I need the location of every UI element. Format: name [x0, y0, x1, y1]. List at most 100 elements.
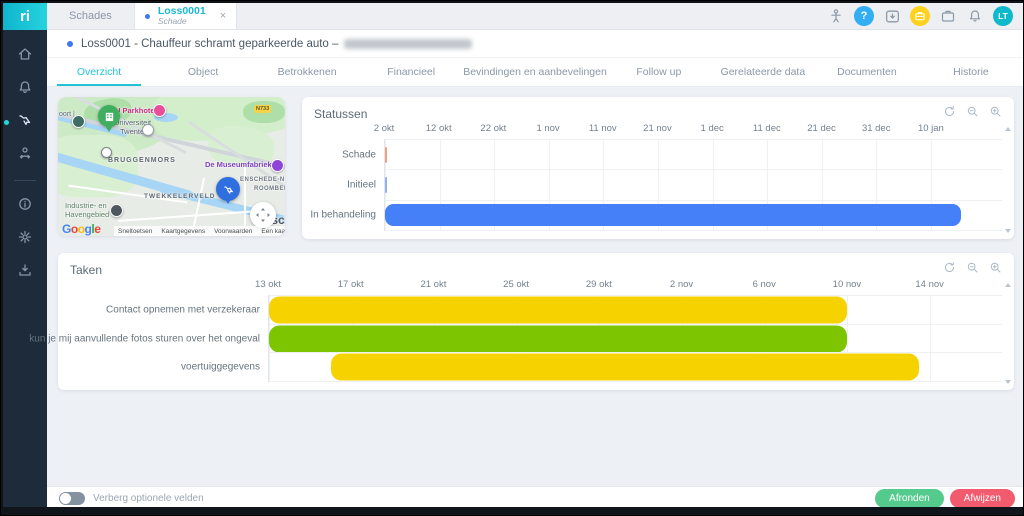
import-tray-icon: [17, 262, 33, 283]
accessibility-person-icon[interactable]: [827, 7, 845, 25]
gantt-bar[interactable]: [269, 296, 847, 323]
help-button[interactable]: ?: [854, 6, 874, 26]
axis-tick-label: 12 okt: [426, 123, 452, 134]
scroll-up-icon[interactable]: [1005, 127, 1011, 131]
axis-tick-label: 21 okt: [420, 279, 446, 290]
axis-tick-label: 21 dec: [807, 123, 836, 134]
gantt-row-label: Contact opnemen met verzekeraar: [106, 304, 269, 315]
toggle-knob: [60, 493, 71, 504]
map-attribution: Sneltoetsen Kaartgegevens Voorwaarden Ee…: [114, 226, 285, 236]
sidebar-item-info[interactable]: [15, 196, 35, 216]
hide-optional-fields-toggle[interactable]: [59, 492, 85, 505]
gantt-bar[interactable]: [331, 354, 919, 381]
sidebar-item-home[interactable]: [15, 46, 35, 66]
sidebar-item-import[interactable]: [15, 262, 35, 282]
action-footer: Verberg optionele velden Afronden Afwijz…: [47, 486, 1023, 509]
brand-logo[interactable]: ri: [3, 3, 47, 30]
sidebar-item-notifications[interactable]: [15, 79, 35, 99]
google-logo-letter: o: [71, 222, 78, 236]
zoom-in-icon[interactable]: [989, 105, 1002, 123]
axis-tick-label: 11 nov: [589, 123, 617, 134]
tasks-button[interactable]: [910, 6, 930, 26]
poi-industry[interactable]: [110, 204, 123, 217]
map-link-sneltoetsen[interactable]: Sneltoetsen: [118, 228, 152, 235]
axis-tick-label: 1 nov: [536, 123, 559, 134]
axis-tick-label: 6 nov: [753, 279, 776, 290]
tab-object[interactable]: Object: [151, 58, 255, 86]
gantt-row-label: voertuiggegevens: [181, 362, 269, 373]
gantt-bar[interactable]: [269, 325, 847, 352]
gantt-bar[interactable]: [385, 204, 961, 226]
map-marker-green[interactable]: [98, 105, 120, 127]
sidebar-divider: [14, 180, 36, 181]
gantt-milestone[interactable]: [385, 177, 387, 193]
poi-station[interactable]: [142, 124, 154, 136]
sidebar-item-intake[interactable]: [15, 145, 35, 165]
user-avatar[interactable]: LT: [993, 6, 1013, 26]
map-label-roombeek: ROOMBEEK: [254, 186, 285, 192]
poi-generic[interactable]: [72, 115, 85, 128]
app-frame: ri: [3, 3, 1023, 509]
window-bottom-strip: [1, 507, 1024, 515]
gantt-plot: Contact opnemen met verzekeraarkun je mi…: [268, 295, 1002, 382]
info-circle-icon: [17, 196, 33, 217]
poi-hotel[interactable]: [153, 104, 166, 117]
tab-bevindingen-en-aanbevelingen[interactable]: Bevindingen en aanbevelingen: [463, 58, 607, 86]
person-icon: [17, 145, 33, 166]
tab-overzicht[interactable]: Overzicht: [47, 58, 151, 86]
map-label-enschede-noord: ENSCHEDE-NOORD: [240, 177, 285, 183]
map-link-kaartgegevens[interactable]: Kaartgegevens: [161, 228, 205, 235]
scroll-down-icon[interactable]: [1005, 229, 1011, 233]
tab-loss0001[interactable]: Loss0001 Schade ×: [134, 3, 237, 29]
tab-follow-up[interactable]: Follow up: [607, 58, 711, 86]
axis-tick-label: 29 okt: [586, 279, 612, 290]
google-logo-letter: o: [78, 222, 85, 236]
map-label-museumfabriek[interactable]: De Museumfabriek: [205, 160, 272, 169]
map-link-kaartfout[interactable]: Een kaartfout rapporteren: [261, 228, 285, 235]
refresh-icon[interactable]: [943, 105, 956, 123]
google-logo-letter: G: [62, 222, 71, 236]
statussen-gantt: 2 okt12 okt22 okt1 nov11 nov21 nov1 dec1…: [384, 123, 1002, 231]
tab-historie[interactable]: Historie: [919, 58, 1023, 86]
axis-tick-label: 21 nov: [643, 123, 672, 134]
sidebar: ri: [3, 3, 47, 509]
axis-tick-label: 2 okt: [374, 123, 395, 134]
location-map[interactable]: N733 oort | U Parkhotel Universiteit Twe…: [58, 97, 285, 236]
poi-parking[interactable]: [101, 147, 112, 158]
map-label-twekkelerveld: TWEKKELERVELD: [144, 193, 215, 200]
afwijzen-button[interactable]: Afwijzen: [950, 489, 1015, 508]
afronden-button[interactable]: Afronden: [875, 489, 944, 508]
refresh-icon[interactable]: [943, 261, 956, 279]
gear-icon: [17, 229, 33, 250]
tab-schades-list[interactable]: Schades: [47, 3, 134, 29]
axis-tick-label: 25 okt: [503, 279, 529, 290]
sidebar-item-settings[interactable]: [15, 229, 35, 249]
map-label-parkhotel[interactable]: U Parkhotel: [115, 106, 157, 115]
map-link-voorwaarden[interactable]: Voorwaarden: [214, 228, 252, 235]
tab-documenten[interactable]: Documenten: [815, 58, 919, 86]
close-tab-icon[interactable]: ×: [220, 10, 226, 22]
axis-tick-label: 13 okt: [255, 279, 281, 290]
scroll-down-icon[interactable]: [1005, 380, 1011, 384]
notifications-bell-icon[interactable]: [966, 7, 984, 25]
tab-gerelateerde-data[interactable]: Gerelateerde data: [711, 58, 815, 86]
zoom-out-icon[interactable]: [966, 105, 979, 123]
poi-museum[interactable]: [271, 159, 284, 172]
gantt-axis: 13 okt17 okt21 okt25 okt29 okt2 nov6 nov…: [268, 279, 1002, 293]
statussen-title: Statussen: [314, 107, 367, 121]
google-logo[interactable]: Google: [62, 222, 100, 236]
tab-betrokkenen[interactable]: Betrokkenen: [255, 58, 359, 86]
inbox-download-icon[interactable]: [883, 7, 901, 25]
map-marker-damage[interactable]: [216, 177, 240, 201]
scroll-up-icon[interactable]: [1005, 283, 1011, 287]
gantt-row-label: In behandeling: [310, 210, 385, 221]
gantt-milestone[interactable]: [385, 147, 387, 163]
axis-tick-label: 2 nov: [670, 279, 693, 290]
map-label-university2[interactable]: Twente: [120, 127, 144, 136]
tab-financieel[interactable]: Financieel: [359, 58, 463, 86]
briefcase-icon[interactable]: [939, 7, 957, 25]
zoom-in-icon[interactable]: [989, 261, 1002, 279]
sidebar-item-schades[interactable]: [15, 112, 35, 132]
zoom-out-icon[interactable]: [966, 261, 979, 279]
map-pan-control[interactable]: [250, 202, 276, 228]
